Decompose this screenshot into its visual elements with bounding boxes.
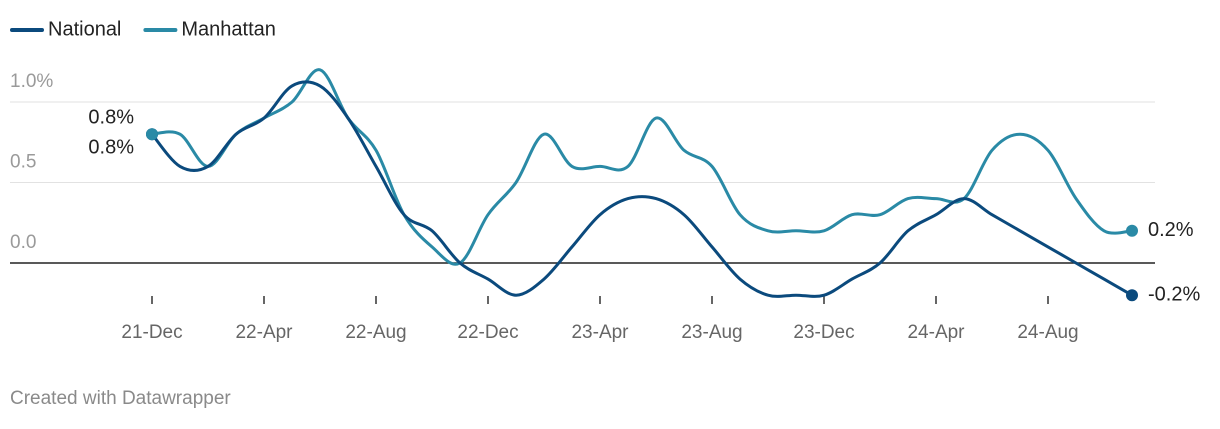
- series-line: [151, 68, 1133, 266]
- value-label: 0.2%: [1148, 219, 1194, 241]
- series-line: [150, 80, 1133, 298]
- x-tick-label: 23-Apr: [571, 322, 629, 343]
- x-tick-label: 22-Aug: [345, 322, 406, 343]
- x-tick-label: 22-Dec: [457, 322, 518, 343]
- x-tick-label: 23-Dec: [793, 322, 854, 343]
- x-tick-label: 23-Aug: [681, 322, 742, 343]
- x-tick-label: 24-Apr: [907, 322, 965, 343]
- x-tick-label: 22-Apr: [235, 322, 293, 343]
- point: [1126, 289, 1138, 302]
- point: [146, 128, 158, 141]
- footer: Created with Datawrapper: [10, 388, 231, 409]
- value-label: -0.2%: [1148, 283, 1200, 305]
- y-tick-label: 0.0: [10, 232, 36, 253]
- point: [1126, 224, 1138, 237]
- legend-label: National: [48, 18, 121, 40]
- y-tick-label: 0.5: [10, 152, 36, 173]
- value-label: 0.8%: [88, 106, 134, 128]
- x-tick-label: 21-Dec: [121, 322, 182, 343]
- y-tick-label: 1.0%: [10, 71, 53, 92]
- x-tick-label: 24-Aug: [1017, 322, 1078, 343]
- value-label: 0.8%: [88, 136, 134, 158]
- legend-label: Manhattan: [181, 18, 276, 40]
